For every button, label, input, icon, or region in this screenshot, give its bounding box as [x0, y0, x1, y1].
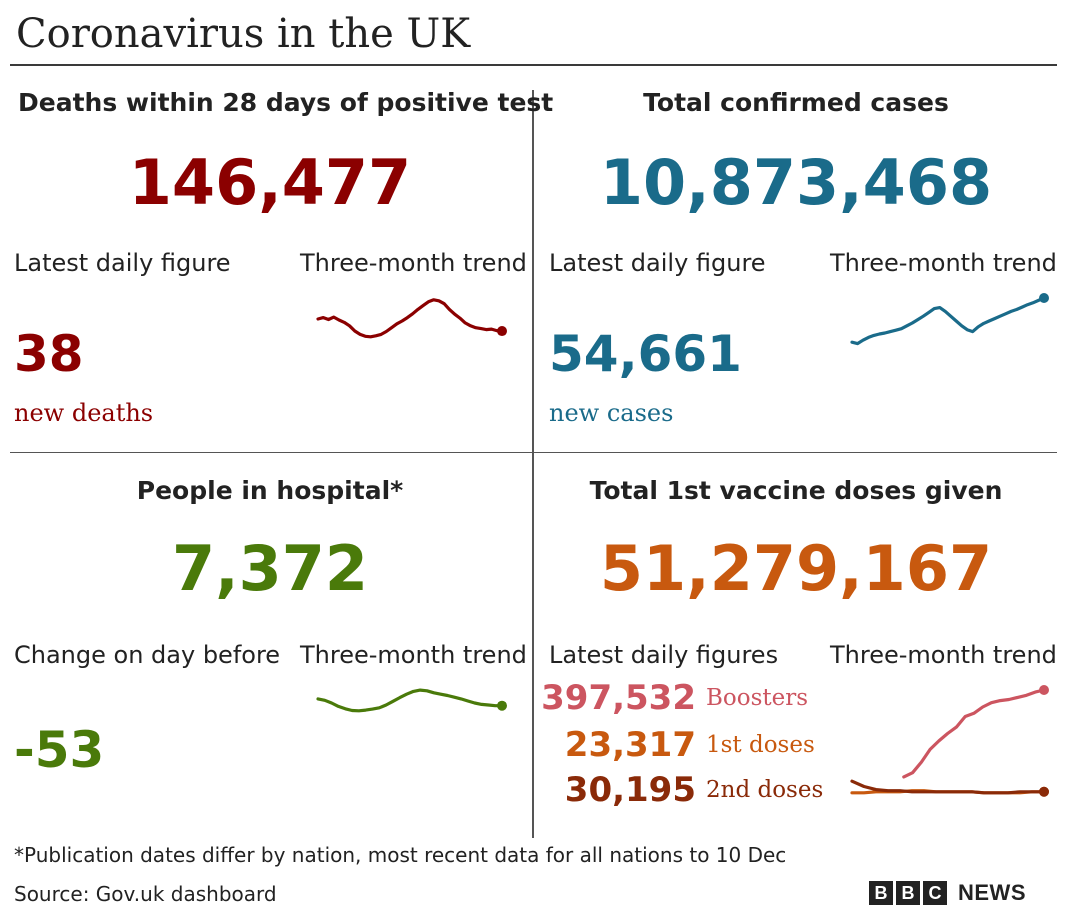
vaccine-total: 51,279,167 [599, 532, 993, 605]
hospital-heading: People in hospital* [136, 476, 404, 505]
boosters-value: 397,532 [541, 678, 696, 718]
deaths-trend-sparkline [316, 298, 507, 339]
vaccine-daily-label: Latest daily figures [549, 641, 779, 669]
title-divider [10, 64, 1057, 66]
logo-letter: B [896, 881, 920, 905]
vaccine-heading: Total 1st vaccine doses given [589, 476, 1003, 505]
first-doses-label: 1st doses [706, 732, 815, 758]
first-doses-value: 23,317 [564, 725, 696, 765]
vaccine-trend-sparkline [850, 685, 1049, 797]
deaths-trend-end-point [497, 326, 507, 337]
hospital-total: 7,372 [171, 532, 369, 605]
hospital-daily-value: -53 [14, 721, 105, 779]
vertical-divider [532, 90, 534, 838]
boosters-trend-end-point [1039, 685, 1049, 695]
logo-letter: B [869, 881, 893, 905]
deaths-trend-line [316, 298, 504, 339]
boosters-trend-line [902, 688, 1046, 779]
boosters-label: Boosters [706, 685, 809, 711]
cases-total: 10,873,468 [599, 146, 993, 219]
hospital-trend-sparkline [316, 688, 507, 713]
hospital-trend-label: Three-month trend [300, 641, 527, 669]
deaths-total: 146,477 [128, 146, 412, 219]
cases-heading: Total confirmed cases [643, 88, 949, 117]
cases-trend-sparkline [850, 293, 1049, 346]
page-title: Coronavirus in the UK [16, 11, 471, 57]
deaths-heading: Deaths within 28 days of positive test [18, 88, 554, 117]
cases-trend-end-point [1039, 293, 1049, 303]
cases-daily-unit: new cases [549, 399, 674, 427]
deaths-daily-label: Latest daily figure [14, 249, 231, 277]
footnote: *Publication dates differ by nation, mos… [14, 843, 787, 867]
logo-letter: C [923, 881, 947, 905]
hospital-trend-line [316, 688, 504, 713]
logo-word: NEWS [958, 880, 1026, 905]
source: Source: Gov.uk dashboard [14, 882, 277, 906]
hospital-daily-label: Change on day before [14, 641, 281, 669]
cases-trend-line [850, 296, 1046, 346]
deaths-trend-label: Three-month trend [300, 249, 527, 277]
second-doses-label: 2nd doses [706, 777, 824, 803]
cases-daily-label: Latest daily figure [549, 249, 766, 277]
second-doses-trend-end-point [1039, 786, 1049, 797]
vaccine-trend-label: Three-month trend [830, 641, 1057, 669]
cases-daily-value: 54,661 [549, 325, 742, 383]
deaths-daily-value: 38 [14, 325, 84, 383]
second-doses-trend-line [850, 779, 1046, 795]
deaths-daily-unit: new deaths [14, 399, 154, 427]
hospital-trend-end-point [497, 700, 507, 711]
cases-trend-label: Three-month trend [830, 249, 1057, 277]
second-doses-value: 30,195 [564, 770, 696, 810]
horizontal-divider [10, 452, 1057, 453]
